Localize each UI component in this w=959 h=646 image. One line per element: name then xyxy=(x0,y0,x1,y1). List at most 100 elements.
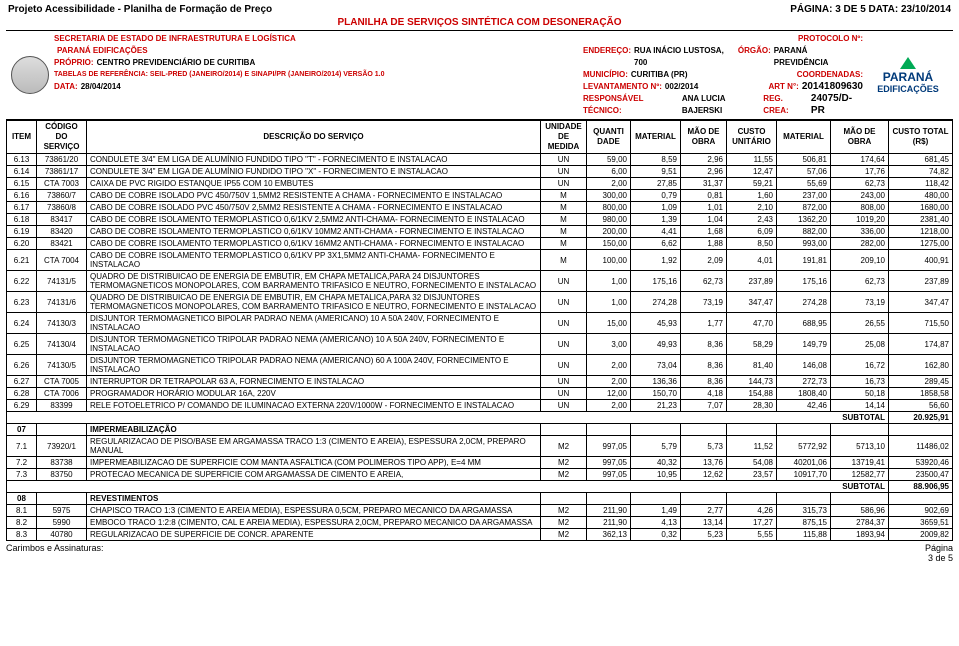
cell-q: 362,13 xyxy=(587,529,631,541)
cell-mo2: 1019,20 xyxy=(831,214,889,226)
cell-cod: 73861/17 xyxy=(37,166,87,178)
cell-mo2: 14,14 xyxy=(831,400,889,412)
cell-cu: 28,30 xyxy=(727,400,777,412)
cell-mat2: 274,28 xyxy=(777,292,831,313)
cell-desc: CABO DE COBRE ISOLAMENTO TERMOPLASTICO 0… xyxy=(87,250,541,271)
cell-mat2: 993,00 xyxy=(777,238,831,250)
reg-label: REG. CREA: xyxy=(763,93,808,117)
cell-un: UN xyxy=(541,376,587,388)
cell-cod: 74131/5 xyxy=(37,271,87,292)
cell-mat: 8,59 xyxy=(631,154,681,166)
cell-q: 300,00 xyxy=(587,190,631,202)
cell-mat2: 149,79 xyxy=(777,334,831,355)
cell-mat2: 191,81 xyxy=(777,250,831,271)
cell-mo2: 17,76 xyxy=(831,166,889,178)
cell-cu: 58,29 xyxy=(727,334,777,355)
cell-item: 6.21 xyxy=(7,250,37,271)
cell-mat: 175,16 xyxy=(631,271,681,292)
cell-tot: 1858,58 xyxy=(889,388,953,400)
subtotal-row: SUBTOTAL88.906,95 xyxy=(7,481,953,493)
subtotal-value: 88.906,95 xyxy=(889,481,953,493)
cell-cu: 4,26 xyxy=(727,505,777,517)
cell-mat: 9,51 xyxy=(631,166,681,178)
cell-un: UN xyxy=(541,313,587,334)
cell-cu: 23,57 xyxy=(727,469,777,481)
cell-mo2: 16,73 xyxy=(831,376,889,388)
cell-desc: CABO DE COBRE ISOLAMENTO TERMOPLASTICO 0… xyxy=(87,238,541,250)
cell-item: 6.15 xyxy=(7,178,37,190)
cell-mo2: 586,96 xyxy=(831,505,889,517)
cell-tot: 347,47 xyxy=(889,292,953,313)
endereco-label: ENDEREÇO: xyxy=(583,45,631,69)
cell-mat2: 872,00 xyxy=(777,202,831,214)
cell-cod: 73861/20 xyxy=(37,154,87,166)
cell-tot: 681,45 xyxy=(889,154,953,166)
cell-un: UN xyxy=(541,355,587,376)
footer-page-num: 3 de 5 xyxy=(928,553,953,563)
cell-mo: 1,77 xyxy=(681,313,727,334)
cell-mo: 13,14 xyxy=(681,517,727,529)
cell-mat2: 506,81 xyxy=(777,154,831,166)
cell-mo: 1,01 xyxy=(681,202,727,214)
cell-tot: 174,87 xyxy=(889,334,953,355)
table-row: 6.2674130/5DISJUNTOR TERMOMAGNETICO TRIP… xyxy=(7,355,953,376)
cell-mat2: 40201,06 xyxy=(777,457,831,469)
cell-cod: 83750 xyxy=(37,469,87,481)
cell-mat2: 237,00 xyxy=(777,190,831,202)
table-row: 7.283738IMPERMEABILIZACAO DE SUPERFICIE … xyxy=(7,457,953,469)
cell-item: 6.20 xyxy=(7,238,37,250)
cell-q: 997,05 xyxy=(587,436,631,457)
cell-mo: 8,36 xyxy=(681,355,727,376)
cell-mat: 136,36 xyxy=(631,376,681,388)
cell-un: UN xyxy=(541,271,587,292)
cell-desc: EMBOCO TRACO 1:2:8 (CIMENTO, CAL E AREIA… xyxy=(87,517,541,529)
cell-tot: 400,91 xyxy=(889,250,953,271)
orgao-value: PARANÁ PREVIDÊNCIA xyxy=(774,45,863,69)
art-label: ART N°: xyxy=(769,81,799,93)
table-row: 6.2474130/3DISJUNTOR TERMOMAGNETICO BIPO… xyxy=(7,313,953,334)
cell-mo: 2,96 xyxy=(681,166,727,178)
cell-mat: 40,32 xyxy=(631,457,681,469)
cell-cu: 144,73 xyxy=(727,376,777,388)
table-row: 6.2574130/4DISJUNTOR TERMOMAGNETICO TRIP… xyxy=(7,334,953,355)
proprio-value: CENTRO PREVIDENCIÁRIO DE CURITIBA xyxy=(97,57,256,69)
project-title: Projeto Acessibilidade - Planilha de For… xyxy=(8,4,272,15)
cell-mo: 5,23 xyxy=(681,529,727,541)
cell-un: M xyxy=(541,190,587,202)
cell-q: 997,05 xyxy=(587,457,631,469)
cell-q: 2,00 xyxy=(587,178,631,190)
resp-label: RESPONSÁVEL TÉCNICO: xyxy=(583,93,679,117)
cell-mat: 6,62 xyxy=(631,238,681,250)
table-row: 6.1473861/17CONDULETE 3/4" EM LIGA DE AL… xyxy=(7,166,953,178)
municipio-value: CURITIBA (PR) xyxy=(631,69,688,81)
cell-mat2: 882,00 xyxy=(777,226,831,238)
cell-item: 6.13 xyxy=(7,154,37,166)
cell-mat2: 272,73 xyxy=(777,376,831,388)
cell-mat: 1,39 xyxy=(631,214,681,226)
cell-mo: 73,19 xyxy=(681,292,727,313)
cell-mo: 4,18 xyxy=(681,388,727,400)
cell-item: 6.26 xyxy=(7,355,37,376)
cell-un: M xyxy=(541,226,587,238)
cell-mo2: 50,18 xyxy=(831,388,889,400)
section-label: IMPERMEABILIZAÇÃO xyxy=(87,424,541,436)
section-row: 07IMPERMEABILIZAÇÃO xyxy=(7,424,953,436)
cell-tot: 2381,40 xyxy=(889,214,953,226)
cell-un: M2 xyxy=(541,436,587,457)
cell-desc: REGULARIZACAO DE SUPERFICIE DE CONCR. AP… xyxy=(87,529,541,541)
cell-mo: 62,73 xyxy=(681,271,727,292)
table-row: 6.21CTA 7004CABO DE COBRE ISOLAMENTO TER… xyxy=(7,250,953,271)
services-table: ITEM CÓDIGO DO SERVIÇO DESCRIÇÃO DO SERV… xyxy=(6,120,953,541)
cell-q: 2,00 xyxy=(587,376,631,388)
table-row: 6.28CTA 7006PROGRAMADOR HORÁRIO MODULAR … xyxy=(7,388,953,400)
cell-cod: 74130/5 xyxy=(37,355,87,376)
cell-un: UN xyxy=(541,400,587,412)
cell-item: 8.3 xyxy=(7,529,37,541)
cell-mo2: 62,73 xyxy=(831,178,889,190)
cell-tot: 480,00 xyxy=(889,190,953,202)
subtotal-label: SUBTOTAL xyxy=(7,412,889,424)
cell-item: 7.3 xyxy=(7,469,37,481)
cell-desc: CABO DE COBRE ISOLADO PVC 450/750V 1,5MM… xyxy=(87,190,541,202)
cell-mo2: 282,00 xyxy=(831,238,889,250)
cell-item: 6.25 xyxy=(7,334,37,355)
